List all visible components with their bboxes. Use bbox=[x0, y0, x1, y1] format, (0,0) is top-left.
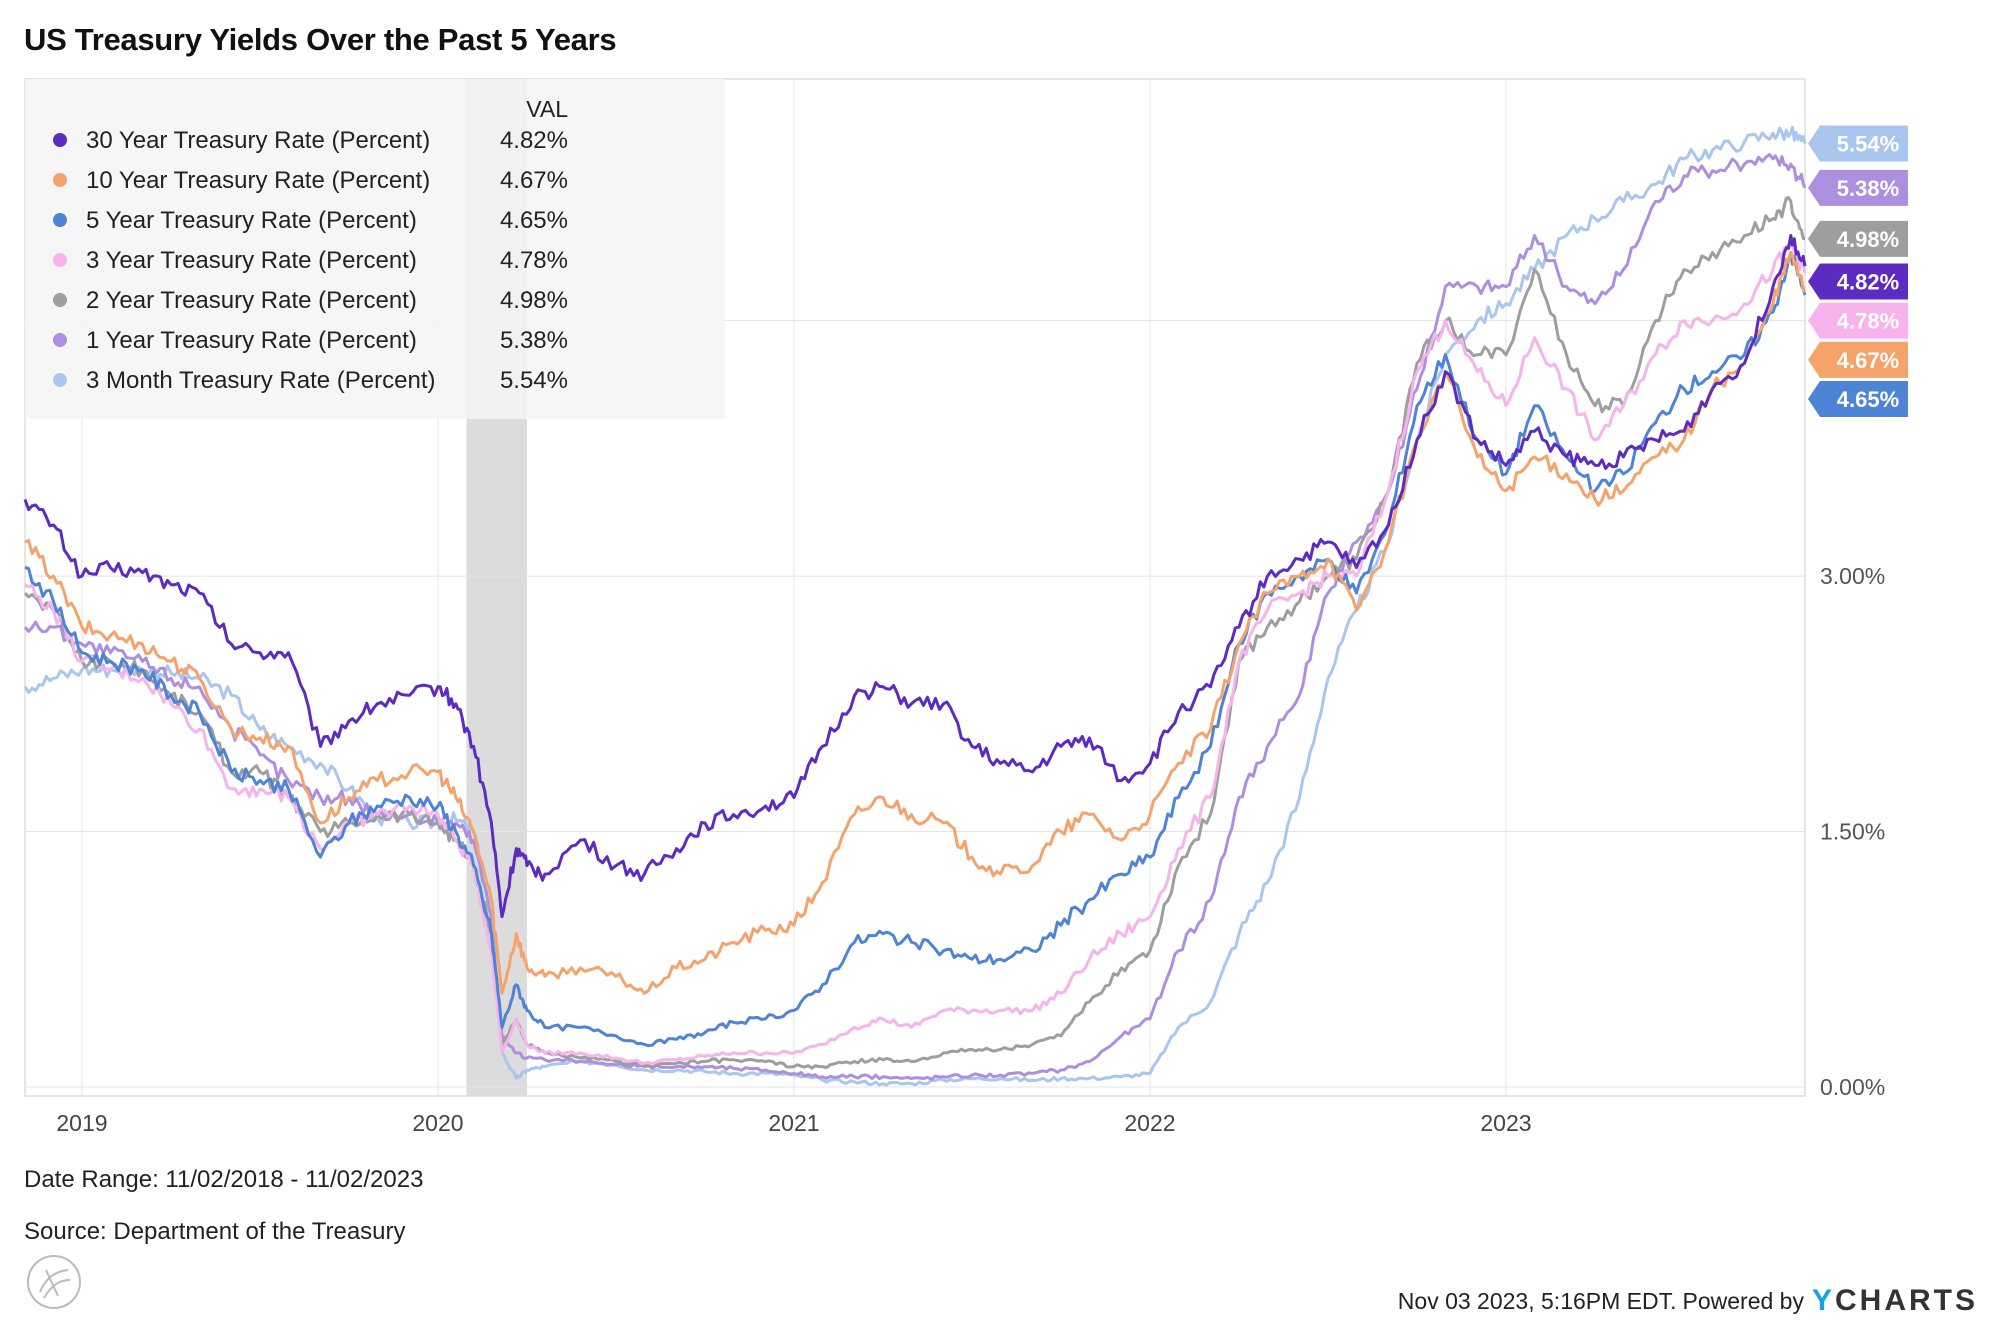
date-range: Date Range: 11/02/2018 - 11/02/2023 bbox=[24, 1166, 424, 1193]
legend-box bbox=[25, 79, 725, 419]
legend: VAL 30 Year Treasury Rate (Percent) 4.82%… bbox=[25, 79, 725, 419]
ycharts-watermark-icon bbox=[27, 1255, 81, 1309]
chart-title: US Treasury Yields Over the Past 5 Years bbox=[24, 22, 617, 57]
y-tick-label: 1.50% bbox=[1820, 819, 1885, 845]
y-tick-label: 0.00% bbox=[1820, 1074, 1885, 1100]
legend-series-name: 1 Year Treasury Rate (Percent) bbox=[86, 327, 417, 354]
legend-series-value: 5.54% bbox=[500, 367, 568, 394]
legend-series-name: 30 Year Treasury Rate (Percent) bbox=[86, 127, 430, 154]
legend-series-name: 3 Year Treasury Rate (Percent) bbox=[86, 247, 417, 274]
end-label-value: 4.65% bbox=[1837, 387, 1899, 412]
legend-marker-icon bbox=[53, 253, 67, 267]
series-line bbox=[23, 153, 1807, 1081]
legend-header: VAL bbox=[526, 96, 568, 122]
axes: 0.00% 1.50% 3.00% 2019 2020 2021 2022 2023 bbox=[56, 563, 1885, 1136]
source-note: Source: Department of the Treasury bbox=[24, 1218, 406, 1245]
legend-series-value: 4.78% bbox=[500, 247, 568, 274]
x-tick-label: 2020 bbox=[412, 1110, 463, 1136]
ycharts-brand[interactable]: YCHARTS bbox=[1812, 1284, 1978, 1318]
series-lines bbox=[23, 125, 1807, 1087]
end-label-value: 4.82% bbox=[1837, 269, 1899, 294]
series-line bbox=[23, 196, 1806, 1070]
legend-series-name: 10 Year Treasury Rate (Percent) bbox=[86, 167, 430, 194]
legend-series-name: 2 Year Treasury Rate (Percent) bbox=[86, 287, 417, 314]
legend-series-value: 4.65% bbox=[500, 207, 568, 234]
legend-series-value: 4.67% bbox=[500, 167, 568, 194]
end-label-value: 4.98% bbox=[1837, 227, 1899, 252]
legend-series-value: 4.82% bbox=[500, 127, 568, 154]
x-tick-label: 2023 bbox=[1480, 1110, 1531, 1136]
legend-series-name: 3 Month Treasury Rate (Percent) bbox=[86, 367, 435, 394]
legend-series-value: 5.38% bbox=[500, 327, 568, 354]
y-tick-label: 3.00% bbox=[1820, 563, 1885, 589]
ycharts-brand-rest: CHARTS bbox=[1835, 1284, 1978, 1317]
x-tick-label: 2021 bbox=[768, 1110, 819, 1136]
end-label-flag bbox=[1808, 220, 1908, 257]
end-label-flag bbox=[1808, 302, 1908, 339]
legend-marker-icon bbox=[53, 213, 67, 227]
timestamp: Nov 03 2023, 5:16PM EDT. bbox=[1397, 1287, 1677, 1314]
end-label-value: 4.78% bbox=[1837, 309, 1899, 334]
series-line bbox=[24, 251, 1806, 995]
legend-marker-icon bbox=[53, 333, 67, 347]
end-label-value: 5.54% bbox=[1837, 132, 1899, 157]
end-label-value: 5.38% bbox=[1837, 176, 1899, 201]
legend-marker-icon bbox=[53, 133, 67, 147]
legend-marker-icon bbox=[53, 173, 67, 187]
powered-by-label: Powered by bbox=[1682, 1287, 1804, 1314]
end-label-flag bbox=[1808, 125, 1908, 162]
legend-marker-icon bbox=[53, 373, 67, 387]
legend-series-name: 5 Year Treasury Rate (Percent) bbox=[86, 207, 417, 234]
end-label-flag bbox=[1808, 169, 1908, 206]
timestamp-attribution: Nov 03 2023, 5:16PM EDT. Powered by YCHA… bbox=[1398, 1284, 1978, 1318]
end-label-value: 4.67% bbox=[1837, 348, 1899, 373]
ycharts-brand-y: Y bbox=[1811, 1284, 1835, 1317]
x-tick-label: 2022 bbox=[1124, 1110, 1175, 1136]
end-label-flag bbox=[1808, 380, 1908, 417]
line-chart: VAL 30 Year Treasury Rate (Percent) 4.82%… bbox=[23, 78, 1908, 1136]
end-labels: 5.54% 5.38% 4.98% 4.82% 4.78% 4.67% 4.65% bbox=[1808, 125, 1908, 417]
series-line bbox=[23, 125, 1807, 1087]
series-line bbox=[24, 242, 1807, 1066]
legend-series-value: 4.98% bbox=[500, 287, 568, 314]
x-tick-label: 2019 bbox=[56, 1110, 107, 1136]
end-label-flag bbox=[1808, 263, 1908, 300]
end-label-flag bbox=[1808, 341, 1908, 378]
series-line bbox=[23, 234, 1807, 919]
legend-marker-icon bbox=[53, 293, 67, 307]
